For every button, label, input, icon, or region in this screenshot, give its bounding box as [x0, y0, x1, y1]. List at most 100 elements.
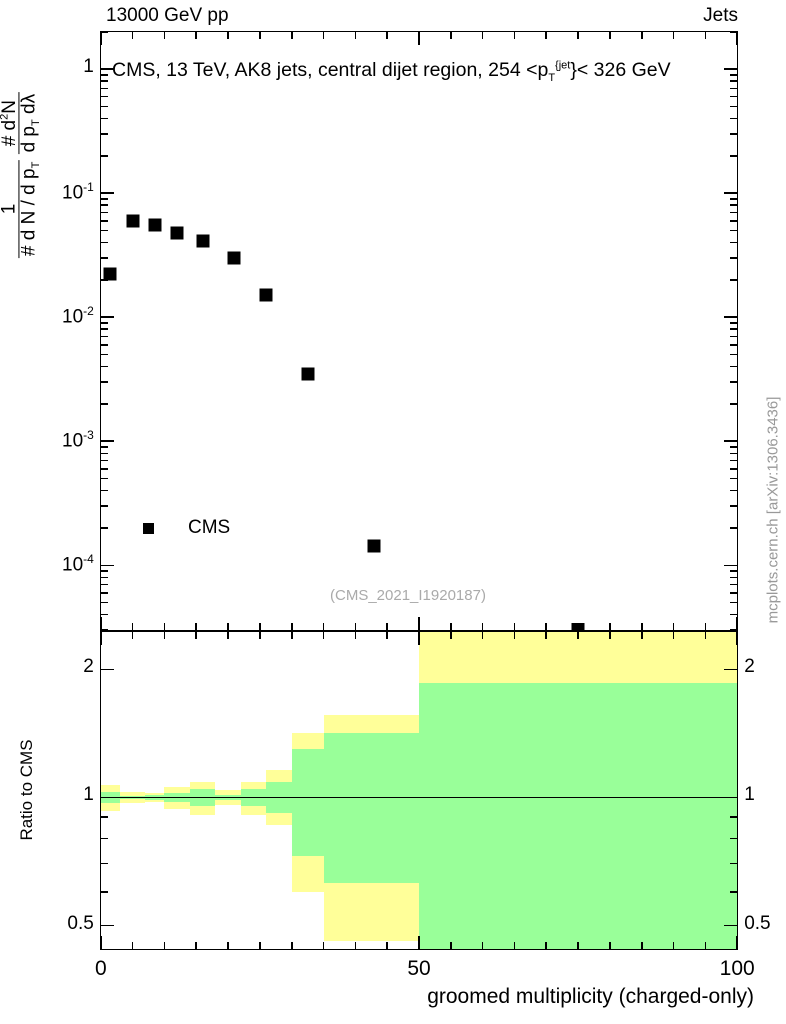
data-point-marker	[196, 234, 210, 248]
plot-title-suffix: }< 326 GeV	[570, 59, 671, 81]
x-tick-main-top	[100, 31, 102, 45]
y-axis-denominator-dn: # d N / d pT	[18, 161, 43, 257]
y-tick-label-ratio-left: 1	[83, 784, 94, 806]
y-tick-main-right	[724, 68, 738, 70]
x-tick-main-bottom	[100, 617, 102, 631]
plot-title-sup: {jet	[555, 59, 571, 72]
y-tick-main-right	[730, 403, 738, 405]
x-tick-main-top	[195, 31, 198, 39]
x-tick-main-top	[736, 31, 738, 45]
x-tick-main-bottom	[259, 623, 261, 631]
x-tick-main-top	[259, 31, 261, 39]
legend[interactable]: CMS	[143, 517, 230, 539]
x-tick-ratio-top	[322, 631, 325, 639]
y-tick-main-right	[730, 279, 738, 281]
category-label: Jets	[703, 5, 738, 26]
y-tick-main-right	[724, 316, 738, 319]
x-tick-main-top	[322, 31, 325, 39]
y-tick-main-right	[730, 117, 738, 120]
y-tick-main-right	[730, 229, 738, 232]
y-tick-main	[100, 211, 108, 214]
x-tick-main-bottom	[227, 623, 229, 631]
y-tick-main	[100, 381, 108, 383]
y-tick-main	[100, 87, 108, 90]
y-tick-label-main: 10-1	[62, 180, 94, 204]
ratio-band-inner	[291, 748, 324, 856]
x-tick-ratio-bottom	[609, 942, 611, 950]
y-tick-main	[100, 468, 108, 470]
x-tick-ratio-top	[131, 631, 134, 639]
y-tick-main	[100, 365, 108, 368]
y-tick-main-right	[730, 353, 738, 356]
y-axis-numerator-one: 1	[0, 159, 20, 259]
beam-energy-label: 13000 GeV pp	[106, 5, 229, 26]
y-tick-main	[100, 192, 114, 194]
y-tick-label-main: 1	[83, 56, 94, 78]
y-tick-ratio	[100, 668, 114, 671]
y-tick-main	[100, 527, 108, 529]
x-tick-main-top	[609, 31, 611, 39]
y-tick-main-right	[730, 570, 738, 572]
y-tick-label-ratio-right: 0.5	[744, 912, 771, 934]
y-tick-main	[100, 95, 108, 98]
x-tick-ratio-bottom	[386, 942, 388, 950]
y-tick-main-right	[730, 477, 738, 480]
y-tick-label-main: 10-4	[62, 552, 94, 576]
x-tick-main-bottom	[609, 623, 611, 631]
data-point-marker	[126, 214, 140, 228]
ratio-reference-line	[100, 796, 738, 799]
ratio-band-inner	[323, 732, 419, 883]
y-tick-main-right	[730, 452, 738, 455]
x-tick-ratio-top	[609, 631, 611, 639]
y-tick-ratio-right	[724, 796, 738, 799]
x-tick-ratio-top	[290, 631, 293, 639]
x-tick-ratio-top	[195, 631, 198, 639]
y-tick-ratio	[100, 891, 108, 893]
data-point-marker	[301, 367, 315, 381]
y-tick-main	[100, 219, 108, 222]
data-point-marker	[367, 539, 381, 553]
y-tick-label-main: 10-3	[62, 428, 94, 452]
y-tick-main-right	[730, 459, 738, 462]
y-tick-main-right	[730, 576, 738, 579]
y-tick-main	[100, 583, 108, 586]
x-tick-ratio-bottom	[640, 942, 643, 950]
y-tick-main	[100, 353, 108, 356]
y-tick-main-right	[730, 31, 738, 33]
x-tick-ratio-bottom	[736, 936, 738, 950]
x-tick-main-bottom	[672, 623, 675, 631]
x-tick-main-bottom	[418, 617, 420, 631]
y-tick-label-ratio-right: 1	[744, 784, 755, 806]
y-tick-main	[100, 629, 108, 631]
y-tick-ratio-right	[730, 862, 738, 865]
y-tick-main-right	[730, 87, 738, 90]
x-tick-main-top	[450, 31, 452, 39]
y-tick-main	[100, 80, 108, 82]
y-tick-main-right	[730, 155, 738, 157]
x-tick-main-bottom	[195, 623, 198, 631]
y-tick-main-right	[730, 629, 738, 631]
x-tick-main-top	[290, 31, 293, 39]
x-tick-ratio-bottom	[513, 942, 516, 950]
x-tick-ratio-bottom	[290, 942, 293, 950]
legend-marker-cms	[143, 522, 154, 534]
y-tick-main	[100, 576, 108, 579]
y-tick-main-right	[730, 613, 738, 616]
data-point-marker	[571, 622, 585, 630]
y-tick-main	[100, 403, 108, 405]
x-tick-ratio-bottom	[163, 942, 166, 950]
y-tick-label-ratio-right: 2	[744, 656, 755, 678]
x-tick-ratio-bottom	[227, 942, 229, 950]
y-tick-main	[100, 601, 108, 604]
y-tick-main	[100, 440, 114, 443]
x-tick-main-bottom	[290, 623, 293, 631]
x-tick-ratio-top	[259, 631, 261, 639]
x-tick-main-bottom	[736, 617, 738, 631]
y-tick-main	[100, 570, 108, 572]
y-tick-main-right	[730, 241, 738, 244]
y-tick-main-right	[730, 527, 738, 529]
y-tick-main-right	[730, 80, 738, 82]
y-tick-main	[100, 105, 108, 108]
y-axis-denominator-dpt-dlambda: d pT dλ	[18, 93, 43, 153]
y-tick-main	[100, 446, 108, 448]
